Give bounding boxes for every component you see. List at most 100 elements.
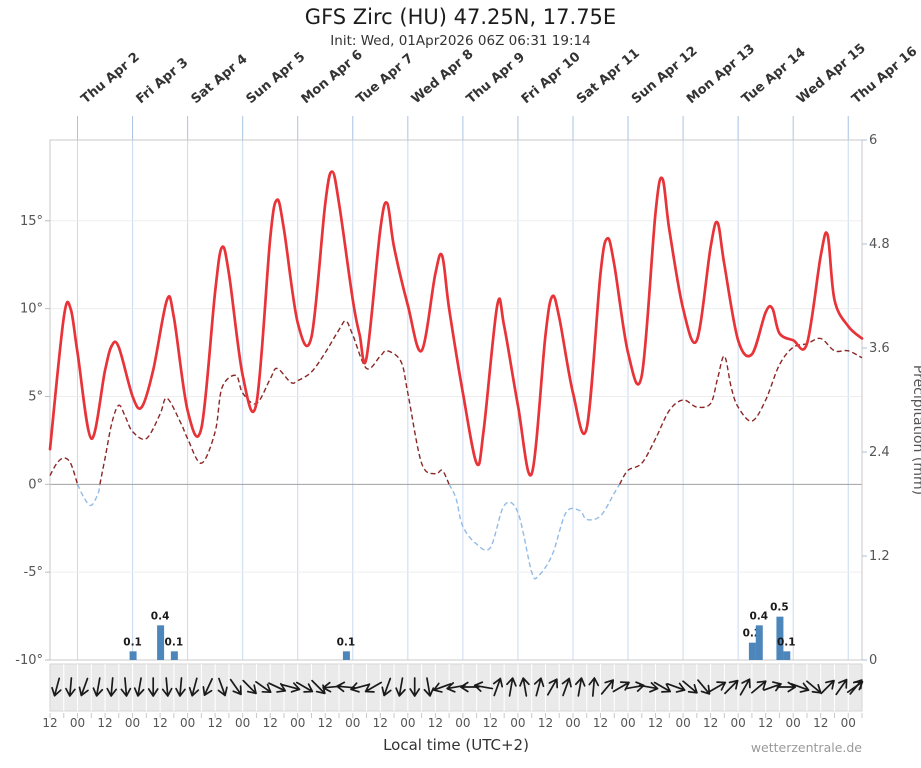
wind-arrow-icon: [682, 680, 698, 694]
wind-arrow-icon: [202, 677, 213, 697]
time-tick-label: 12: [758, 716, 773, 730]
time-tick-label: 12: [318, 716, 333, 730]
wind-arrow-icon: [849, 679, 863, 695]
wind-arrow-icon: [506, 677, 517, 697]
wind-arrow-icon: [255, 680, 272, 694]
precip-value-label: 0.5: [770, 602, 789, 614]
time-tick-label: 12: [428, 716, 443, 730]
dewpoint-segment-below-zero: [76, 484, 101, 507]
time-tick-label: 12: [97, 716, 112, 730]
wind-arrow-icon: [281, 682, 301, 693]
wind-arrow-icon: [806, 680, 822, 694]
day-gridlines: [77, 116, 849, 660]
precip-tick-label: 2.4: [869, 445, 890, 460]
precip-bar: [342, 651, 350, 660]
precip-value-label: 0.1: [337, 636, 356, 648]
precip-bar: [129, 651, 137, 660]
wind-arrow-icon: [217, 677, 228, 697]
chart-title: GFS Zirc (HU) 47.25N, 17.75E: [304, 5, 617, 29]
time-tick-label: 00: [510, 716, 525, 730]
wind-arrow-icon: [739, 678, 751, 696]
wind-arrow-icon: [790, 682, 810, 693]
dewpoint-line: [49, 320, 863, 580]
precip-axis-title: Precipitation (mm): [910, 365, 921, 495]
day-label: Thu Apr 2: [78, 50, 142, 107]
watermark: wetterzentrale.de: [750, 740, 862, 755]
time-tick-label: 12: [42, 716, 57, 730]
time-tick-label: 12: [703, 716, 718, 730]
day-label: Sun Apr 5: [244, 49, 309, 107]
wind-arrow-icon: [588, 677, 600, 697]
time-tick-label: 00: [180, 716, 195, 730]
wind-arrow-icon: [546, 678, 559, 696]
dewpoint-segment-above-zero: [618, 337, 863, 485]
precip-tick-label: 4.8: [869, 237, 890, 252]
time-tick-label: 12: [593, 716, 608, 730]
precip-tick-label: 0: [869, 653, 877, 668]
wind-arrow-icon: [653, 681, 672, 693]
wind-arrow-icon: [638, 682, 659, 693]
precip-bar: [157, 625, 165, 660]
day-label: Sat Apr 4: [189, 52, 251, 107]
temp-tick-label: -10°: [15, 653, 43, 668]
wind-arrow-icon: [106, 677, 118, 697]
time-tick-label: 12: [373, 716, 388, 730]
temp-tick-label: -5°: [24, 565, 43, 580]
time-tick-label: 12: [152, 716, 167, 730]
time-tick-label: 00: [345, 716, 360, 730]
wind-arrows: [51, 677, 864, 697]
precip-bar: [776, 616, 784, 660]
time-tick-label: 00: [125, 716, 140, 730]
day-label: Fri Apr 3: [134, 55, 192, 107]
dewpoint-segment-below-zero: [448, 483, 621, 580]
time-tick-label: 00: [620, 716, 635, 730]
precip-value-label: 0.4: [749, 610, 768, 622]
time-tick-label: 00: [235, 716, 250, 730]
wind-arrow-icon: [708, 681, 727, 693]
wind-arrow-icon: [364, 681, 383, 693]
wind-arrow-icon: [133, 677, 145, 697]
dewpoint-segment-above-zero: [99, 320, 450, 485]
time-tick-label: 12: [208, 716, 223, 730]
precip-bar: [748, 642, 756, 660]
wind-arrow-icon: [92, 677, 104, 697]
time-tick-label: 00: [455, 716, 470, 730]
temp-axis-labels: -10° -5° 0° 5° 10° 15°: [15, 214, 50, 668]
precip-tick-label: 1.2: [869, 549, 890, 564]
wind-arrow-icon: [432, 682, 452, 693]
wind-arrow-icon: [473, 681, 494, 692]
day-label: Fri Apr 10: [519, 49, 584, 107]
wind-arrow-icon: [751, 680, 767, 694]
wind-arrow-icon: [295, 681, 314, 693]
precip-bar: [170, 651, 178, 660]
temp-tick-label: 0°: [28, 477, 43, 492]
precip-tick-label: 3.6: [869, 341, 890, 356]
wind-arrow-icon: [161, 677, 173, 697]
precip-bar: [755, 625, 763, 660]
temp-tick-label: 10°: [20, 302, 43, 317]
wind-arrow-icon: [120, 677, 132, 697]
time-tick-label: 00: [730, 716, 745, 730]
wind-arrow-icon: [311, 679, 326, 695]
precip-tick-label: 6: [869, 133, 877, 148]
wind-arrow-icon: [519, 677, 530, 697]
precip-value-label: 0.1: [777, 636, 796, 648]
time-tick-label: 00: [675, 716, 690, 730]
wind-arrow-icon: [175, 677, 186, 697]
wind-arrow-icon: [51, 677, 62, 697]
time-tick-label: 12: [538, 716, 553, 730]
precip-value-label: 0.1: [123, 636, 142, 648]
wind-arrow-icon: [350, 682, 370, 693]
bottom-time-labels: 12 00 12 00 12 00 12 00 12 00 12 00 12 00 12 00 12 00 12 00…: [42, 716, 856, 730]
time-tick-label: 00: [841, 716, 856, 730]
wind-arrow-icon: [423, 677, 435, 697]
bottom-ticks: [49, 713, 863, 718]
wind-arrow-icon: [561, 677, 572, 697]
time-tick-label: 12: [813, 716, 828, 730]
plot-border: [49, 139, 863, 661]
temp-tick-label: 15°: [20, 214, 43, 229]
temperature-line: [48, 170, 864, 477]
